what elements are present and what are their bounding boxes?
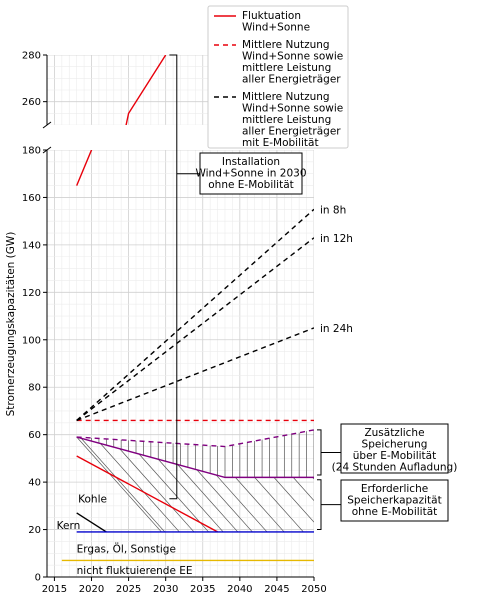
y-tick-label: 40 [28,478,41,489]
y-tick-label: 260 [22,97,41,108]
annotation-text: ohne E-Mobilität [352,506,438,518]
hatch-line-diagonal [292,477,314,501]
annotation-text: ohne E-Mobilität [208,179,294,191]
legend-label: mit E-Mobilität [242,137,319,149]
series-lower [61,150,314,562]
legend-label: aller Energieträger [242,74,341,86]
legend-label: aller Energieträger [242,126,341,138]
hatch-line-diagonal [235,477,285,533]
hatch-line-diagonal [196,469,253,533]
annotation-text: Erforderliche [361,483,428,495]
x-tick-label: 2040 [227,584,252,595]
legend-label: Wind+Sonne sowie [242,103,343,115]
x-tick-label: 2020 [79,584,104,595]
annotation-text: Speicherkapazität [347,495,441,507]
y-tick-label: 80 [28,383,41,394]
bracket-installation [169,54,178,500]
x-tick-label: 2045 [264,584,289,595]
y-tick-label: 100 [22,335,41,346]
bracket-additional-storage [317,429,322,476]
hatch-line-diagonal [215,474,268,533]
y-tick-label: 20 [28,525,41,536]
x-tick-label: 2030 [153,584,178,595]
y-tick-label: 140 [22,240,41,251]
hatch-line-diagonal [76,436,162,533]
annotation-text: über E-Mobilität [353,450,436,462]
series-line-0 [76,150,93,186]
annotation-brackets [169,54,341,531]
hatch-regions [76,429,314,533]
x-tick-label: 2035 [190,584,215,595]
y-tick-label: 160 [22,193,41,204]
legend-label: Mittlere Nutzung [242,39,330,51]
end-label: in 12h [320,233,353,245]
legend-label: mittlere Leistung [242,62,331,74]
series-line-4 [76,327,314,422]
y-axis-label: Stromerzeugungskapazitäten (GW) [5,232,17,417]
legend-label: mittlere Leistung [242,114,331,126]
series-line-3 [76,237,314,421]
annotation-box [199,152,303,195]
axis-break-mark [42,121,52,129]
y-tick-label: 120 [22,288,41,299]
y-tick-label: 60 [28,430,41,441]
x-tick-label: 2015 [42,584,67,595]
annotation-text: Zusätzliche [364,427,424,439]
legend-label: Fluktuation [242,10,301,22]
annotation-text: (24 Stunden Aufladung) [332,462,458,474]
hatch-line-diagonal [119,448,195,533]
series-line-upper-0 [125,55,167,125]
lower-grid [47,150,314,577]
annotation-text: Installation [222,156,280,168]
region-label: nicht fluktuierende EE [77,565,193,577]
bracket-required-storage [317,479,322,531]
legend-label: Mittlere Nutzung [242,91,330,103]
hatch-line-diagonal [177,464,239,533]
region-label: Ergas, Öl, Sonstige [77,543,176,556]
series-line-2 [76,208,314,421]
hatch-line-diagonal [100,443,180,533]
legend-box [207,5,349,149]
tick-labels: 2015 2020 2025 2030 2035 2040 2045 205002040608… [22,51,327,596]
annotation-text: Speicherung [362,439,428,451]
annotation-box [340,423,449,474]
hatch-line-diagonal [254,477,304,533]
x-tick-label: 2025 [116,584,141,595]
region-label: Kern [57,520,81,532]
y-tick-label: 180 [22,146,41,157]
y-tick-label: 0 [35,573,41,584]
series-upper [125,55,167,125]
annotation-text: Wind+Sonne in 2030 [195,168,306,180]
series-line-6 [76,436,314,479]
legend-label: Wind+Sonne [242,22,310,34]
end-label: in 24h [320,323,353,335]
region-label: Kohle [78,494,107,506]
hatch-line-diagonal [273,477,314,523]
y-tick-label: 280 [22,51,41,62]
series-line-5 [76,429,314,448]
series-labels: in 8h in 12h in 24h Kohle Kern Ergas, Öl, Son… [57,204,353,577]
hatch-line-diagonal [138,453,209,533]
annotation-box [340,479,449,522]
x-tick-label: 2050 [301,584,326,595]
legend-label: Wind+Sonne sowie [242,51,343,63]
hatch-line-diagonal [80,438,166,533]
hatch-line-diagonal [157,458,224,533]
end-label: in 8h [320,204,346,216]
series-line-8 [76,512,107,533]
series-line-7 [76,455,218,533]
